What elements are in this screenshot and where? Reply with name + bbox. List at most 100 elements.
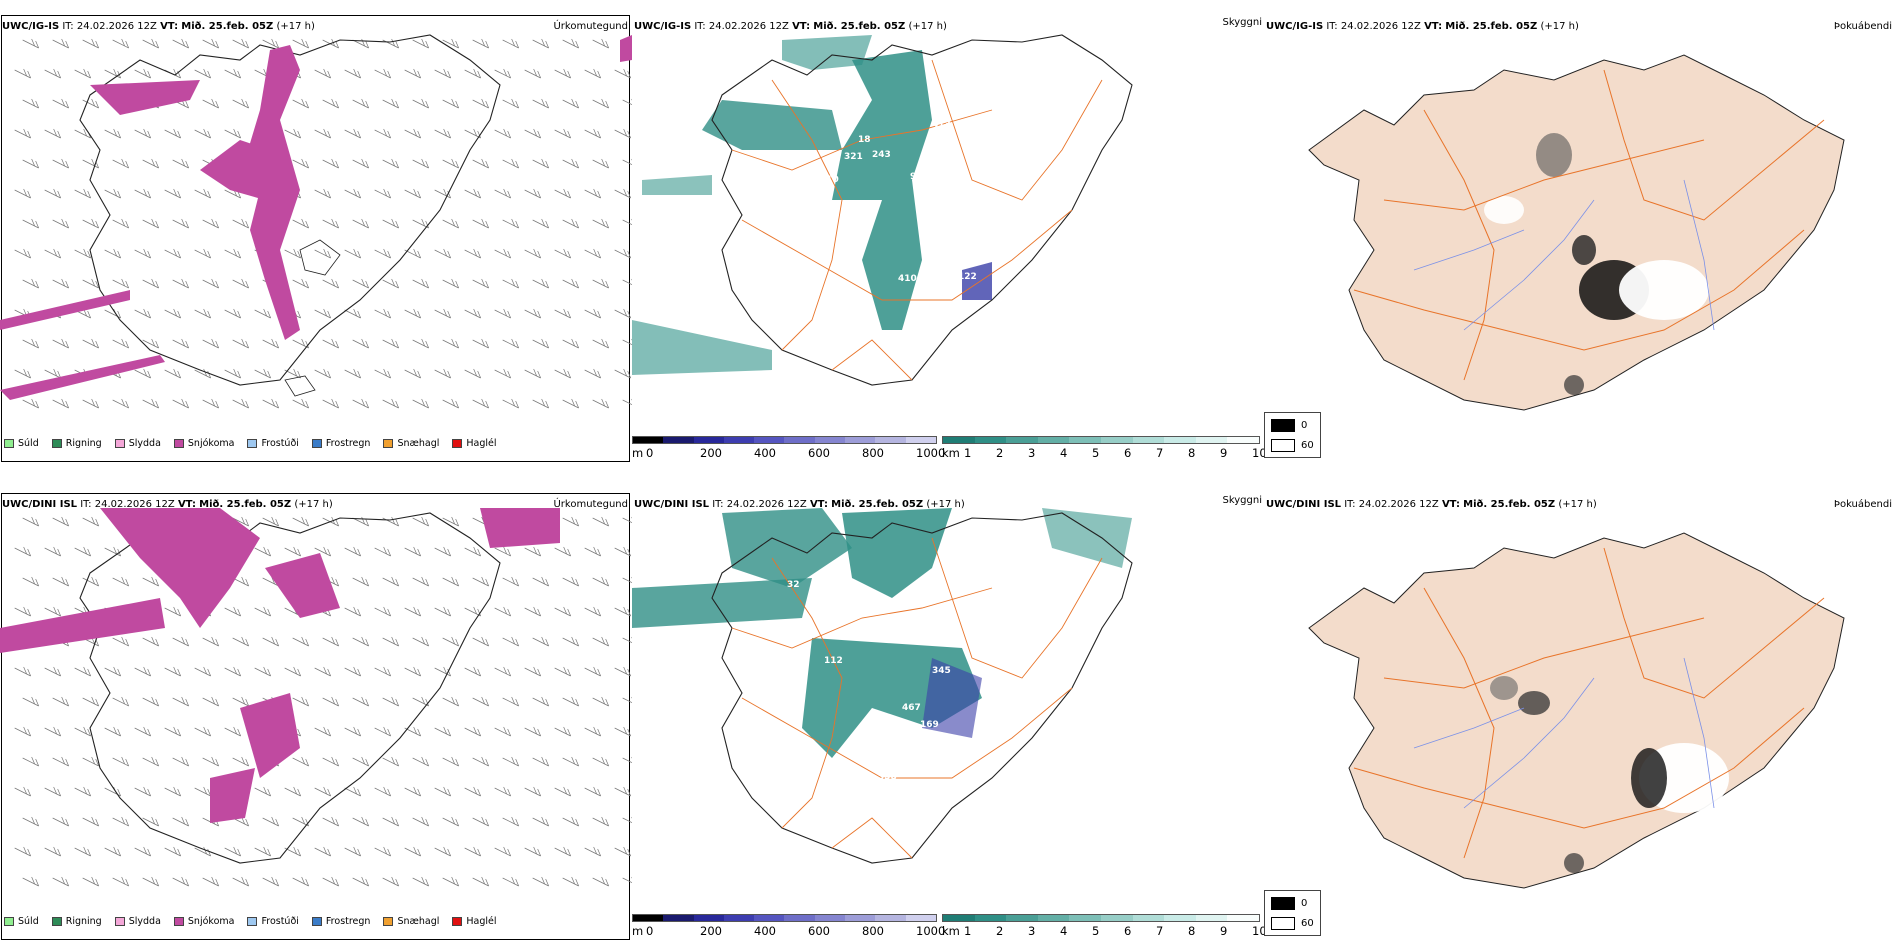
legend-label: Frostúði — [261, 916, 299, 927]
wind-barb — [404, 368, 421, 379]
fog-legend-top: 0 — [1301, 420, 1308, 431]
wind-barb — [464, 368, 481, 379]
wind-barb — [344, 786, 361, 797]
elevation-bar — [632, 436, 937, 444]
wind-barb — [232, 398, 249, 409]
wind-barb — [22, 756, 39, 767]
wind-barb — [344, 128, 361, 139]
wind-barb — [322, 696, 339, 707]
wind-barb — [584, 666, 601, 677]
legend-swatch — [4, 917, 14, 926]
wind-barb — [112, 218, 129, 229]
visibility-label: 186 — [924, 192, 943, 202]
snow-area — [620, 35, 632, 62]
wind-barb — [292, 218, 309, 229]
wind-barb — [74, 68, 91, 79]
wind-barb — [104, 188, 121, 199]
wind-barb — [382, 636, 399, 647]
wind-barb — [134, 68, 151, 79]
wind-barb — [614, 368, 631, 379]
wind-barb — [554, 666, 571, 677]
wind-barb — [494, 546, 511, 557]
wind-barb — [472, 398, 489, 409]
wind-barb — [494, 248, 511, 259]
wind-barb — [22, 876, 39, 887]
wind-barb — [22, 338, 39, 349]
wind-barb — [224, 726, 241, 737]
wind-barb — [52, 576, 69, 587]
wind-barb — [232, 278, 249, 289]
wind-barb — [322, 876, 339, 887]
wind-barb — [502, 158, 519, 169]
parameter-title: Úrkomutegund — [553, 499, 628, 510]
legend-label: Snæhagl — [397, 438, 440, 449]
visibility-tick: 3 — [1028, 446, 1036, 460]
wind-barb — [262, 636, 279, 647]
wind-barb — [472, 338, 489, 349]
snow-area — [90, 80, 200, 115]
wind-barb — [352, 516, 369, 527]
snow-area — [240, 693, 300, 778]
wind-barb — [74, 786, 91, 797]
wind-barb — [164, 308, 181, 319]
wind-barb — [134, 846, 151, 857]
wind-barb — [592, 278, 609, 289]
visibility-tick: 6 — [1124, 924, 1132, 938]
elevation-tick: 400 — [754, 446, 776, 460]
legend-item: Rigning — [51, 438, 102, 449]
wind-barb — [412, 278, 429, 289]
wind-barb — [314, 786, 331, 797]
visibility-label: 44 — [882, 726, 895, 736]
wind-barb — [82, 696, 99, 707]
wind-barb — [82, 398, 99, 409]
wind-barb — [164, 666, 181, 677]
wind-barb — [494, 68, 511, 79]
legend-swatch — [51, 439, 62, 448]
elevation-unit: m — [632, 924, 644, 938]
wind-barb — [74, 546, 91, 557]
legend-label: Rigning — [65, 916, 102, 927]
wind-barb — [374, 368, 391, 379]
wind-barb — [202, 278, 219, 289]
wind-barb — [382, 278, 399, 289]
wind-barb — [412, 516, 429, 527]
wind-barb — [524, 188, 541, 199]
wind-barb — [472, 38, 489, 49]
wind-barb — [614, 546, 631, 557]
wind-barb — [622, 576, 632, 584]
visibility-label: 92 — [910, 172, 923, 182]
wind-barb — [314, 546, 331, 557]
snow-area — [0, 355, 165, 400]
wind-barb — [554, 128, 571, 139]
elevation-tick: 1000 — [916, 924, 946, 938]
visibility-tick: 7 — [1156, 924, 1164, 938]
wind-barb — [22, 158, 39, 169]
precip-type-panel-1: UWC/IG-IS IT: 24.02.2026 12Z VT: Mið. 25… — [0, 0, 632, 470]
elevation-bar — [632, 914, 937, 922]
wind-barb — [322, 816, 339, 827]
legend-label: Haglél — [466, 438, 497, 449]
precip-legend: Súld Rigning Slydda Snjókoma Frostúði Frostre… — [4, 916, 510, 927]
wind-barb — [232, 218, 249, 229]
wind-barb — [112, 38, 129, 49]
wind-barb — [14, 786, 31, 797]
fog-map — [1308, 532, 1845, 889]
wind-barb — [134, 128, 151, 139]
wind-barb — [374, 546, 391, 557]
legend-item: Haglél — [452, 438, 497, 449]
wind-barb — [382, 756, 399, 767]
parameter-title: Úrkomutegund — [553, 21, 628, 32]
wind-barb — [74, 666, 91, 677]
elevation-tick: 0 — [646, 446, 654, 460]
wind-barb — [404, 666, 421, 677]
wind-barb — [584, 546, 601, 557]
wind-barb — [262, 398, 279, 409]
legend-label: Súld — [18, 916, 39, 927]
wind-barb — [194, 68, 211, 79]
visibility-tick: 1 — [964, 446, 972, 460]
wind-barb — [292, 158, 309, 169]
wind-barb — [344, 546, 361, 557]
elevation-unit: m — [632, 446, 644, 460]
visibility-label: 51 — [890, 876, 903, 886]
wind-barb — [524, 786, 541, 797]
